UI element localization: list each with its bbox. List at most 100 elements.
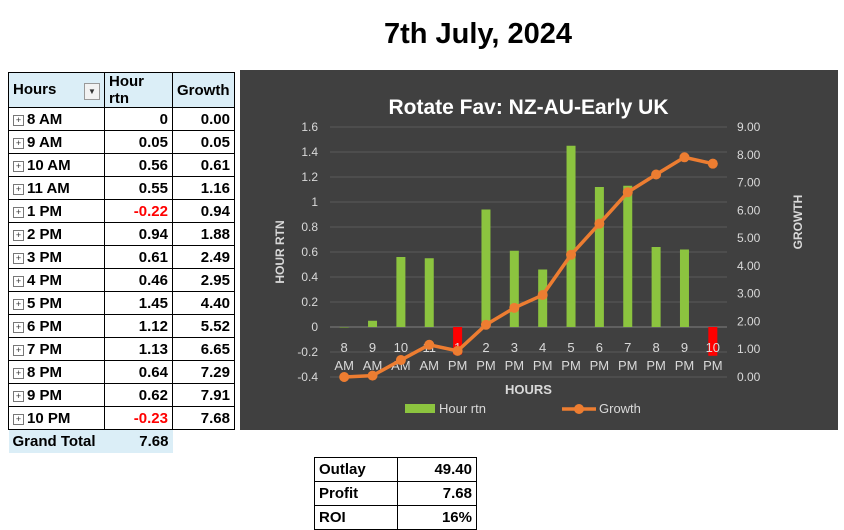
bar-hour-rtn bbox=[396, 257, 406, 327]
hour-rtn-header: Hour rtn bbox=[104, 72, 173, 108]
hours-label: 5 PM bbox=[27, 294, 63, 312]
expand-icon[interactable]: + bbox=[13, 298, 24, 310]
table-row: +11 AM 0.55 1.16 bbox=[8, 176, 235, 200]
expand-icon[interactable]: + bbox=[13, 160, 24, 172]
hours-label: 4 PM bbox=[27, 271, 63, 289]
growth-header: Growth bbox=[172, 72, 235, 108]
expand-icon[interactable]: + bbox=[13, 413, 24, 425]
expand-icon[interactable]: + bbox=[13, 275, 24, 287]
x-tick-label-ampm: PM bbox=[561, 358, 581, 373]
legend-label-growth: Growth bbox=[599, 401, 641, 416]
table-row: +2 PM 0.94 1.88 bbox=[8, 222, 235, 246]
hours-cell[interactable]: +3 PM bbox=[8, 245, 105, 269]
hours-label: 7 PM bbox=[27, 340, 63, 358]
growth-point bbox=[367, 370, 378, 381]
hours-cell[interactable]: +5 PM bbox=[8, 291, 105, 315]
hours-cell[interactable]: +4 PM bbox=[8, 268, 105, 292]
grand-total-label: Grand Total bbox=[8, 429, 105, 453]
summary-value: 7.68 bbox=[397, 481, 477, 506]
x-tick-label: 3 bbox=[511, 340, 518, 355]
expand-icon[interactable]: + bbox=[13, 183, 24, 195]
grand-total-row: Grand Total 7.68 bbox=[8, 429, 235, 453]
expand-icon[interactable]: + bbox=[13, 321, 24, 333]
x-tick-label-ampm: AM bbox=[420, 358, 440, 373]
x-tick-label: 4 bbox=[539, 340, 546, 355]
x-tick-label: 10 bbox=[706, 340, 720, 355]
expand-icon[interactable]: + bbox=[13, 137, 24, 149]
hours-label: 9 PM bbox=[27, 386, 63, 404]
table-row: +8 PM 0.64 7.29 bbox=[8, 360, 235, 384]
growth-cell: 1.88 bbox=[172, 222, 235, 246]
expand-icon[interactable]: + bbox=[13, 252, 24, 264]
hours-cell[interactable]: +10 PM bbox=[8, 406, 105, 430]
x-tick-label-ampm: PM bbox=[448, 358, 468, 373]
table-row: +10 AM 0.56 0.61 bbox=[8, 153, 235, 177]
growth-cell: 2.95 bbox=[172, 268, 235, 292]
bar-hour-rtn bbox=[679, 249, 689, 327]
growth-point bbox=[679, 152, 690, 163]
growth-cell: 2.49 bbox=[172, 245, 235, 269]
summary-row: ROI 16% bbox=[314, 505, 477, 530]
growth-cell: 0.00 bbox=[172, 107, 235, 131]
hour-rtn-cell: 0.61 bbox=[104, 245, 173, 269]
y-tick-label: -0.2 bbox=[297, 345, 318, 359]
y2-tick-label: 5.00 bbox=[737, 231, 761, 245]
pivot-table: Hours ▼ Hour rtn Growth +8 AM 0 0.00 +9 AM 0.… bbox=[8, 72, 235, 453]
growth-point bbox=[480, 319, 491, 330]
expand-icon[interactable]: + bbox=[13, 390, 24, 402]
y2-tick-label: 2.00 bbox=[737, 314, 761, 328]
hours-label: 10 AM bbox=[27, 156, 71, 174]
hours-cell[interactable]: +2 PM bbox=[8, 222, 105, 246]
y2-tick-label: 9.00 bbox=[737, 120, 761, 134]
growth-point bbox=[339, 372, 350, 382]
growth-point bbox=[707, 158, 718, 169]
x-tick-label-ampm: PM bbox=[618, 358, 638, 373]
expand-icon[interactable]: + bbox=[13, 367, 24, 379]
hours-label: 3 PM bbox=[27, 248, 63, 266]
expand-icon[interactable]: + bbox=[13, 344, 24, 356]
table-row: +6 PM 1.12 5.52 bbox=[8, 314, 235, 338]
y2-tick-label: 8.00 bbox=[737, 148, 761, 162]
hours-label: 1 PM bbox=[27, 202, 63, 220]
hours-cell[interactable]: +8 PM bbox=[8, 360, 105, 384]
growth-point bbox=[509, 302, 520, 313]
hours-cell[interactable]: +6 PM bbox=[8, 314, 105, 338]
hours-cell[interactable]: +8 AM bbox=[8, 107, 105, 131]
hours-label: 11 AM bbox=[27, 179, 70, 197]
table-row: +8 AM 0 0.00 bbox=[8, 107, 235, 131]
growth-line bbox=[344, 155, 714, 379]
bar-hour-rtn bbox=[708, 327, 718, 356]
growth-cell: 0.94 bbox=[172, 199, 235, 223]
x-tick-label: 9 bbox=[681, 340, 688, 355]
hours-header[interactable]: Hours ▼ bbox=[8, 72, 105, 108]
legend-marker-growth bbox=[574, 404, 584, 414]
combo-chart[interactable]: Rotate Fav: NZ-AU-Early UK -0.4 -0.2 0 0.2 0.… bbox=[240, 70, 838, 430]
table-row: +9 PM 0.62 7.91 bbox=[8, 383, 235, 407]
hours-label: 9 AM bbox=[27, 133, 63, 151]
hours-cell[interactable]: +9 PM bbox=[8, 383, 105, 407]
expand-icon[interactable]: + bbox=[13, 229, 24, 241]
hours-header-label: Hours bbox=[13, 80, 57, 98]
growth-point bbox=[537, 290, 548, 301]
bar-hour-rtn bbox=[623, 185, 633, 327]
filter-dropdown-icon[interactable]: ▼ bbox=[84, 82, 100, 100]
bar-hour-rtn bbox=[509, 250, 519, 327]
table-row: +7 PM 1.13 6.65 bbox=[8, 337, 235, 361]
hour-rtn-cell: 0 bbox=[104, 107, 173, 131]
hours-cell[interactable]: +7 PM bbox=[8, 337, 105, 361]
x-tick-label-ampm: AM bbox=[363, 358, 383, 373]
hours-cell[interactable]: +1 PM bbox=[8, 199, 105, 223]
hours-label: 6 PM bbox=[27, 317, 63, 335]
growth-cell: 7.29 bbox=[172, 360, 235, 384]
hour-rtn-cell: 1.45 bbox=[104, 291, 173, 315]
hours-cell[interactable]: +11 AM bbox=[8, 176, 105, 200]
x-tick-label-ampm: AM bbox=[334, 358, 354, 373]
hours-cell[interactable]: +10 AM bbox=[8, 153, 105, 177]
table-row: +5 PM 1.45 4.40 bbox=[8, 291, 235, 315]
y-tick-label: 1.6 bbox=[301, 120, 318, 134]
y2-tick-label: 3.00 bbox=[737, 287, 761, 301]
expand-icon[interactable]: + bbox=[13, 114, 24, 126]
chart-background bbox=[240, 70, 838, 430]
expand-icon[interactable]: + bbox=[13, 206, 24, 218]
hours-cell[interactable]: +9 AM bbox=[8, 130, 105, 154]
